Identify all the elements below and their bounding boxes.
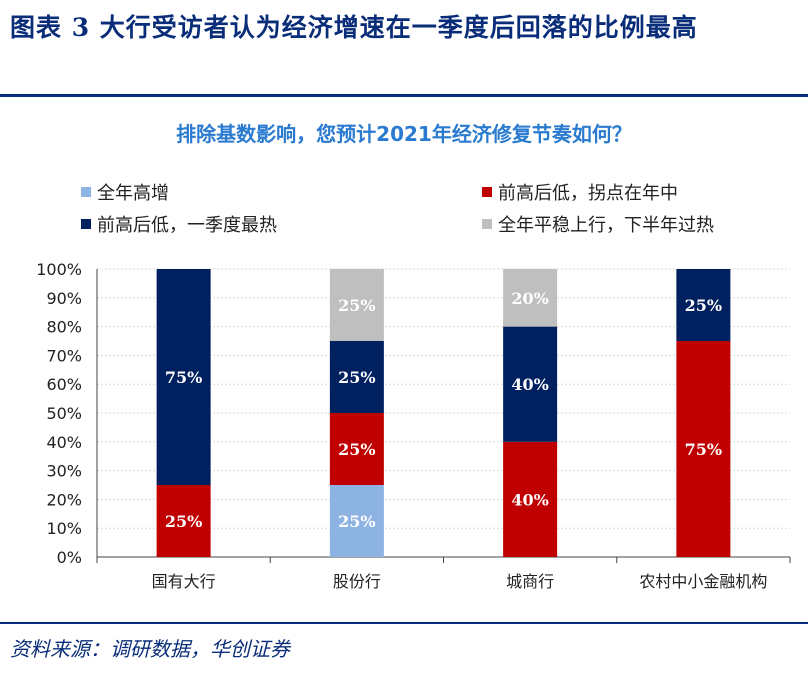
y-tick-label: 60% — [46, 375, 82, 394]
data-label: 20% — [511, 289, 548, 308]
title-rule — [0, 94, 808, 97]
data-label: 40% — [511, 375, 548, 394]
y-tick-label: 100% — [36, 260, 82, 279]
data-label: 25% — [338, 368, 375, 387]
figure-title: 图表 3 大行受访者认为经济增速在一季度后回落的比例最高 — [10, 13, 698, 42]
bar-segment — [329, 269, 384, 341]
data-label: 75% — [165, 368, 202, 387]
legend-label-full-year-high: 全年高增 — [97, 183, 169, 204]
data-label: 25% — [338, 296, 375, 315]
legend-swatch-front-high-mid — [482, 187, 492, 197]
legend-item-full-year-high: 全年高增 — [81, 179, 169, 205]
bar-segment — [329, 485, 384, 557]
y-tick-label: 30% — [46, 462, 82, 481]
y-tick-label: 0% — [57, 548, 82, 567]
data-label: 25% — [165, 512, 202, 531]
data-label: 40% — [511, 490, 548, 509]
legend-swatch-q1-hottest — [81, 219, 91, 229]
data-label: 75% — [685, 440, 722, 459]
data-label: 25% — [685, 296, 722, 315]
legend-item-stable-h2-overheat: 全年平稳上行，下半年过热 — [482, 211, 714, 237]
legend-label-stable-h2-overheat: 全年平稳上行，下半年过热 — [498, 215, 714, 236]
bar-segment — [503, 326, 558, 442]
x-tick-label: 城商行 — [506, 572, 554, 591]
bar-segment — [503, 269, 558, 327]
y-tick-label: 20% — [46, 490, 82, 509]
chart-title: 排除基数影响，您预计2021年经济修复节奏如何？ — [176, 122, 632, 146]
legend-label-front-high-mid: 前高后低，拐点在年中 — [498, 183, 678, 204]
bar-segment — [676, 269, 731, 341]
legend-swatch-stable-h2-overheat — [482, 219, 492, 229]
bar-segment — [329, 413, 384, 485]
source-note: 资料来源：调研数据，华创证券 — [10, 637, 290, 661]
bar-segment — [156, 269, 211, 485]
x-tick-label: 股份行 — [333, 572, 381, 591]
y-tick-label: 80% — [46, 318, 82, 337]
legend-swatch-full-year-high — [81, 187, 91, 197]
data-label: 25% — [338, 440, 375, 459]
legend-item-front-high-mid: 前高后低，拐点在年中 — [482, 179, 678, 205]
bar-segment — [329, 341, 384, 413]
x-tick-label: 国有大行 — [152, 572, 216, 591]
bar-segment — [156, 485, 211, 557]
y-tick-label: 40% — [46, 433, 82, 452]
y-tick-label: 90% — [46, 289, 82, 308]
y-tick-label: 70% — [46, 346, 82, 365]
source-rule — [0, 622, 808, 624]
legend-label-q1-hottest: 前高后低，一季度最热 — [97, 215, 277, 236]
x-tick-label: 农村中小金融机构 — [639, 572, 767, 591]
y-tick-label: 10% — [46, 519, 82, 538]
legend-item-q1-hottest: 前高后低，一季度最热 — [81, 211, 277, 237]
y-tick-label: 50% — [46, 404, 82, 423]
data-label: 25% — [338, 512, 375, 531]
bar-segment — [503, 441, 558, 557]
bar-segment — [676, 341, 731, 557]
stacked-bar-chart: 0% 10% 20% 30% 40% 50% 60% 70% 80% 90% 100% 国有大行 股份行… — [36, 260, 791, 591]
